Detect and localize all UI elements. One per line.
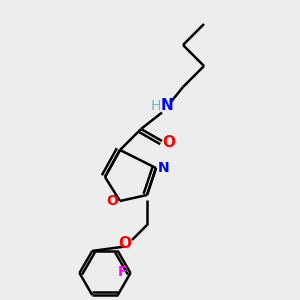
Text: O: O <box>118 236 131 250</box>
Text: O: O <box>162 135 175 150</box>
Text: H: H <box>150 99 161 113</box>
Text: N: N <box>158 161 169 175</box>
Text: O: O <box>106 194 119 208</box>
Text: N: N <box>160 98 173 113</box>
Text: F: F <box>117 265 127 278</box>
